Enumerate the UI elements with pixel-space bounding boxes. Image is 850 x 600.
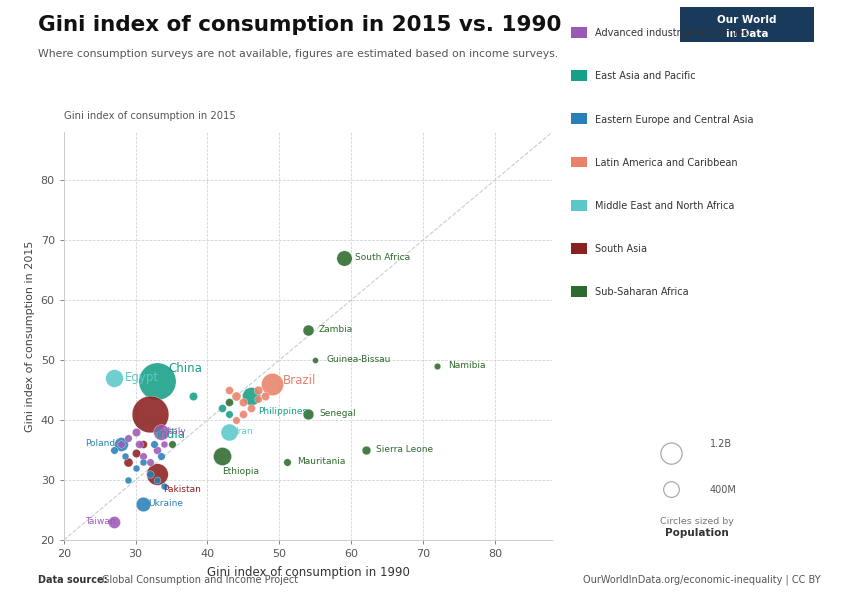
Text: Gini index of consumption in 2015: Gini index of consumption in 2015 — [64, 111, 235, 121]
Text: Brazil: Brazil — [283, 374, 316, 388]
Point — [244, 403, 258, 413]
Point — [143, 409, 156, 419]
Point — [133, 439, 146, 449]
Text: Namibia: Namibia — [448, 361, 486, 370]
Point — [251, 394, 264, 404]
Point — [122, 433, 135, 443]
Point — [236, 409, 250, 419]
Point — [107, 517, 121, 527]
Point — [129, 463, 143, 473]
Text: Data source:: Data source: — [38, 575, 111, 585]
Text: Ethiopia: Ethiopia — [222, 467, 259, 475]
Point — [236, 397, 250, 407]
Text: Iran: Iran — [235, 427, 252, 437]
Point — [337, 253, 351, 263]
Point — [215, 403, 229, 413]
Point — [143, 469, 156, 479]
Point — [136, 457, 150, 467]
Text: Senegal: Senegal — [319, 409, 355, 419]
Text: India: India — [157, 428, 186, 442]
Point — [154, 427, 167, 437]
Point — [280, 457, 293, 467]
Text: Middle East and North Africa: Middle East and North Africa — [595, 201, 734, 211]
Point — [157, 481, 171, 491]
Text: Sierra Leone: Sierra Leone — [377, 445, 434, 455]
Text: South Africa: South Africa — [354, 253, 410, 263]
Text: Population: Population — [665, 527, 728, 538]
Point — [165, 439, 178, 449]
Text: Advanced industrial economies: Advanced industrial economies — [595, 28, 748, 38]
Point — [143, 457, 156, 467]
Point — [150, 445, 164, 455]
Point — [222, 409, 235, 419]
Point — [431, 361, 445, 371]
Point — [215, 451, 229, 461]
Text: Our World: Our World — [717, 16, 777, 25]
Point — [122, 475, 135, 485]
Text: OurWorldInData.org/economic-inequality | CC BY: OurWorldInData.org/economic-inequality |… — [582, 575, 820, 585]
Point — [150, 475, 164, 485]
Point — [157, 439, 171, 449]
Point — [107, 445, 121, 455]
Point — [129, 448, 143, 458]
Point — [309, 355, 322, 365]
Point — [136, 451, 150, 461]
Point — [115, 439, 128, 449]
Point — [258, 391, 272, 401]
Text: Gini index of consumption in 2015 vs. 1990: Gini index of consumption in 2015 vs. 19… — [38, 15, 562, 35]
Point — [301, 409, 314, 419]
Point — [251, 385, 264, 395]
Text: Mauritania: Mauritania — [298, 457, 346, 467]
Point — [244, 391, 258, 401]
Point — [136, 499, 150, 509]
X-axis label: Gini index of consumption in 1990: Gini index of consumption in 1990 — [207, 566, 410, 579]
Text: 1.2B: 1.2B — [710, 439, 732, 449]
Point — [665, 449, 678, 458]
Point — [230, 415, 243, 425]
Text: Pakistan: Pakistan — [163, 485, 201, 493]
Text: Circles sized by: Circles sized by — [660, 517, 734, 526]
Text: in Data: in Data — [726, 29, 768, 40]
Text: Philippines: Philippines — [258, 407, 307, 415]
Point — [230, 391, 243, 401]
Text: Poland: Poland — [85, 439, 116, 449]
Point — [222, 397, 235, 407]
Point — [359, 445, 372, 455]
Point — [129, 427, 143, 437]
Text: Global Consumption and Income Project: Global Consumption and Income Project — [102, 575, 298, 585]
Point — [150, 469, 164, 479]
Point — [115, 439, 128, 449]
Point — [154, 451, 167, 461]
Text: East Asia and Pacific: East Asia and Pacific — [595, 71, 695, 82]
Text: Taiwan: Taiwan — [85, 517, 116, 527]
Point — [118, 451, 132, 461]
Point — [107, 373, 121, 383]
Text: Sub-Saharan Africa: Sub-Saharan Africa — [595, 287, 689, 298]
Text: Zambia: Zambia — [319, 325, 353, 335]
Y-axis label: Gini index of consumption in 2015: Gini index of consumption in 2015 — [25, 241, 35, 431]
Text: 400M: 400M — [710, 485, 737, 494]
Point — [222, 427, 235, 437]
Point — [186, 391, 200, 401]
Point — [301, 325, 314, 335]
Point — [150, 376, 164, 386]
Text: Egypt: Egypt — [125, 371, 159, 385]
Point — [147, 439, 161, 449]
Point — [665, 485, 678, 494]
Text: Italy: Italy — [167, 427, 186, 437]
Point — [265, 379, 279, 389]
Point — [122, 457, 135, 467]
Text: Ukraine: Ukraine — [149, 499, 184, 509]
Text: China: China — [168, 362, 201, 376]
Text: Guinea-Bissau: Guinea-Bissau — [326, 355, 390, 364]
Point — [136, 439, 150, 449]
Text: Eastern Europe and Central Asia: Eastern Europe and Central Asia — [595, 115, 753, 125]
Point — [222, 385, 235, 395]
Text: Where consumption surveys are not available, figures are estimated based on inco: Where consumption surveys are not availa… — [38, 49, 558, 59]
Text: Latin America and Caribbean: Latin America and Caribbean — [595, 158, 738, 168]
Text: South Asia: South Asia — [595, 244, 647, 254]
